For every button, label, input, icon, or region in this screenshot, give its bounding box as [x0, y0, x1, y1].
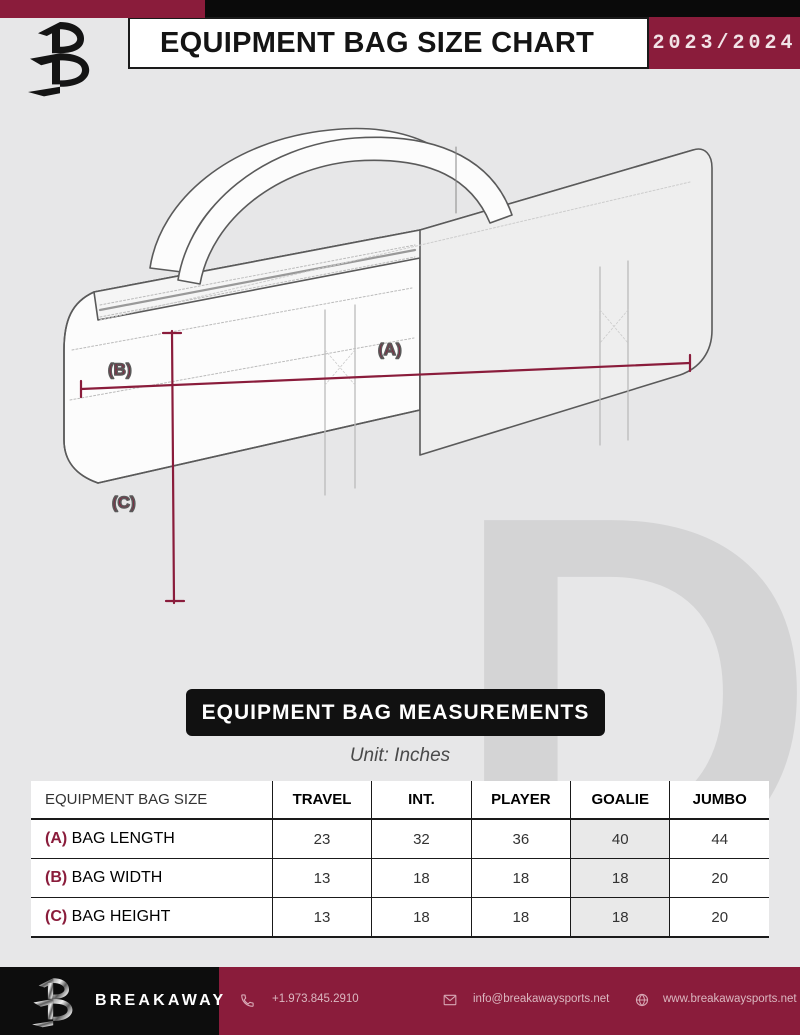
svg-text:(C): (C) [112, 493, 136, 512]
svg-text:(B): (B) [108, 360, 132, 379]
svg-text:(A): (A) [378, 340, 402, 359]
